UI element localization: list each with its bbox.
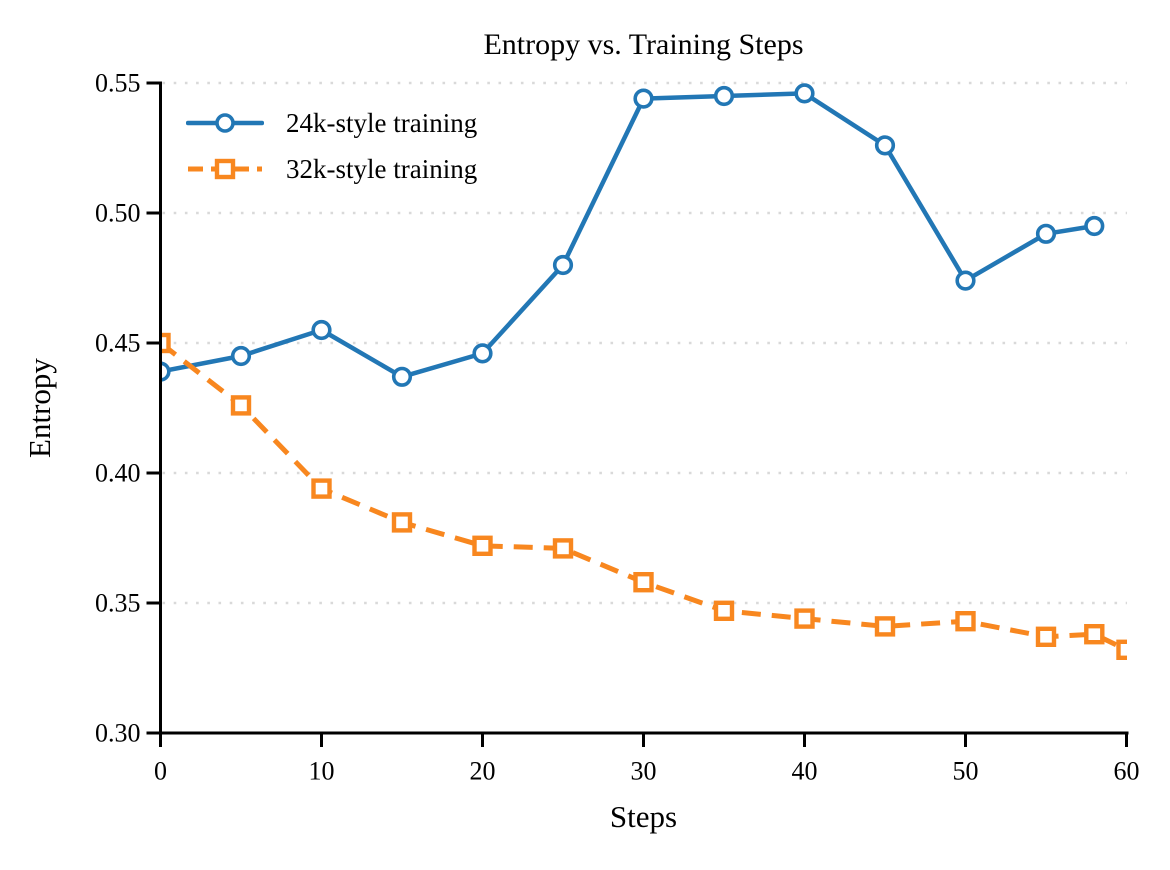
marker-square <box>1116 639 1127 660</box>
legend-label-32k: 32k-style training <box>286 153 478 184</box>
legend-sample-circle-marker <box>215 113 235 133</box>
legend: 24k-style training 32k-style training <box>186 100 477 192</box>
marker-square <box>391 512 413 533</box>
marker-square <box>713 600 735 621</box>
y-tick-label: 0.35 <box>95 589 141 618</box>
y-tick-label: 0.50 <box>95 199 141 228</box>
x-axis-title: Steps <box>609 799 678 834</box>
marker-circle <box>391 366 413 387</box>
series-group <box>160 83 1127 660</box>
marker-circle <box>1035 223 1057 244</box>
marker-circle <box>1084 215 1105 237</box>
marker-circle <box>311 319 332 341</box>
x-tick-label: 40 <box>792 757 818 786</box>
chart-title: Entropy vs. Training Steps <box>483 28 804 61</box>
marker-square <box>160 332 171 354</box>
y-tick-label: 0.45 <box>95 329 141 358</box>
marker-square <box>794 608 815 629</box>
marker-circle <box>955 270 976 291</box>
marker-square <box>311 478 332 499</box>
x-tick-label: 60 <box>1114 757 1140 786</box>
y-tick-label: 0.30 <box>95 719 141 748</box>
marker-square <box>633 572 654 593</box>
marker-circle <box>552 254 574 276</box>
legend-item-32k: 32k-style training <box>186 146 477 192</box>
legend-line-square-icon <box>188 158 262 180</box>
x-tick-label: 0 <box>154 757 167 786</box>
marker-circle <box>633 88 654 109</box>
x-tick-label: 50 <box>953 757 979 786</box>
marker-circle <box>794 83 815 104</box>
legend-item-24k: 24k-style training <box>186 100 477 146</box>
legend-label-24k: 24k-style training <box>286 107 478 138</box>
y-tick-label: 0.55 <box>95 69 141 98</box>
marker-circle <box>713 85 735 107</box>
marker-square <box>472 535 493 556</box>
x-tick-label: 30 <box>631 757 657 786</box>
marker-square <box>955 611 976 632</box>
y-tick-label: 0.40 <box>95 459 141 488</box>
marker-square <box>1035 626 1057 647</box>
marker-square <box>552 538 574 559</box>
x-tick-label: 20 <box>470 757 496 786</box>
marker-circle <box>230 345 252 367</box>
marker-circle <box>472 343 493 364</box>
x-tick-label: 10 <box>309 757 335 786</box>
marker-square <box>874 616 896 637</box>
legend-line-circle-icon <box>186 113 264 133</box>
marker-circle <box>160 361 171 382</box>
marker-circle <box>874 135 896 156</box>
marker-square <box>230 395 252 416</box>
legend-sample-square-marker <box>214 158 236 180</box>
marker-square <box>1084 624 1105 645</box>
